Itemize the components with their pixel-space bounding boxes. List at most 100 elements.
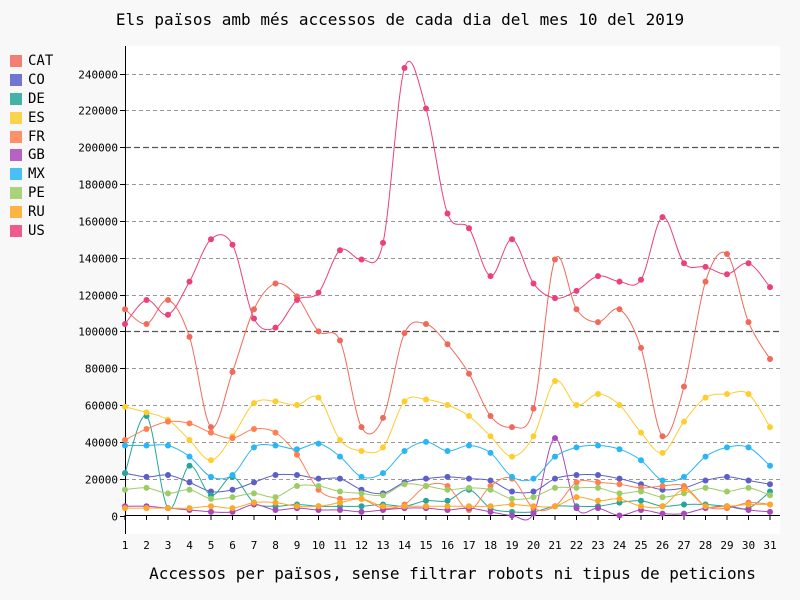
x-tick-label: 13 <box>376 539 389 552</box>
data-point-gb <box>573 505 580 512</box>
data-point-mx <box>229 471 236 478</box>
data-point-co <box>724 473 730 480</box>
data-point-cat <box>466 370 472 377</box>
x-axis-label: Accessos per països, sense filtrar robot… <box>149 564 756 583</box>
data-point-pe <box>229 494 236 501</box>
data-point-pe <box>208 495 214 502</box>
data-point-ru <box>509 501 515 508</box>
data-point-mx <box>251 444 257 451</box>
y-tick-label: 140000 <box>78 253 118 266</box>
data-point-ru <box>315 503 322 510</box>
data-point-fr <box>208 429 214 436</box>
data-point-pe <box>767 492 773 499</box>
data-point-us <box>767 284 773 291</box>
data-point-de <box>122 470 128 477</box>
x-tick-label: 1 <box>122 539 129 552</box>
x-tick-label: 18 <box>484 539 497 552</box>
legend-item-de[interactable]: DE <box>10 90 53 109</box>
data-point-cat <box>208 424 214 431</box>
data-point-es <box>122 403 128 410</box>
legend-item-fr[interactable]: FR <box>10 127 53 146</box>
data-point-pe <box>401 481 408 488</box>
legend-item-co[interactable]: CO <box>10 71 53 90</box>
x-tick-label: 9 <box>294 539 301 552</box>
data-point-es <box>358 448 365 455</box>
legend-swatch <box>10 149 22 162</box>
data-point-ru <box>165 505 171 512</box>
data-point-fr <box>165 418 171 425</box>
data-point-gb <box>552 435 558 442</box>
data-point-us <box>573 287 580 294</box>
data-point-cat <box>487 413 494 420</box>
data-point-es <box>509 453 515 460</box>
data-point-mx <box>358 473 365 480</box>
data-point-pe <box>380 492 386 499</box>
data-point-pe <box>423 483 429 490</box>
x-tick-label: 24 <box>613 539 627 552</box>
data-point-co <box>251 479 257 486</box>
y-tick-label: 100000 <box>78 326 118 339</box>
data-point-ru <box>595 497 601 504</box>
data-point-co <box>229 486 236 493</box>
data-point-mx <box>724 444 730 451</box>
legend-item-ru[interactable]: RU <box>10 202 53 221</box>
data-point-fr <box>143 425 150 432</box>
x-tick-label: 3 <box>165 539 172 552</box>
data-point-us <box>401 64 408 71</box>
data-point-co <box>487 477 494 484</box>
data-point-cat <box>143 320 150 327</box>
data-point-us <box>552 295 558 302</box>
data-point-pe <box>530 494 537 501</box>
legend-item-us[interactable]: US <box>10 221 53 240</box>
legend-label: GB <box>28 147 45 164</box>
data-point-us <box>229 241 236 248</box>
data-point-cat <box>659 433 666 440</box>
legend-item-mx[interactable]: MX <box>10 165 53 184</box>
x-tick-label: 31 <box>763 539 776 552</box>
data-point-cat <box>165 297 171 304</box>
legend-swatch <box>10 55 22 68</box>
data-point-ru <box>487 503 494 510</box>
data-point-cat <box>122 306 128 313</box>
legend-item-pe[interactable]: PE <box>10 184 53 203</box>
data-point-mx <box>380 470 386 477</box>
x-tick-label: 4 <box>186 539 193 552</box>
data-point-mx <box>272 442 279 449</box>
data-point-pe <box>724 488 730 495</box>
data-point-us <box>724 271 730 278</box>
data-point-es <box>423 396 429 403</box>
data-point-es <box>595 390 601 397</box>
data-point-es <box>466 413 472 420</box>
data-point-mx <box>638 457 644 464</box>
data-point-us <box>595 273 601 280</box>
data-point-mx <box>595 442 601 449</box>
data-point-mx <box>208 473 214 480</box>
legend-swatch <box>10 186 22 199</box>
data-point-pe <box>552 484 558 491</box>
data-point-co <box>573 471 580 478</box>
data-point-mx <box>401 448 408 455</box>
data-point-cat <box>530 405 537 412</box>
data-point-ru <box>229 505 236 512</box>
data-point-pe <box>143 484 150 491</box>
data-point-mx <box>466 442 472 449</box>
legend-item-gb[interactable]: GB <box>10 146 53 165</box>
data-point-us <box>702 263 709 270</box>
x-tick-label: 22 <box>570 539 583 552</box>
data-point-pe <box>466 484 472 491</box>
data-point-pe <box>595 484 601 491</box>
data-point-mx <box>487 449 494 456</box>
x-tick-label: 29 <box>720 539 733 552</box>
data-point-ru <box>208 503 214 510</box>
data-point-mx <box>745 444 752 451</box>
data-point-de <box>423 497 429 504</box>
x-tick-label: 17 <box>462 539 475 552</box>
y-tick-label: 20000 <box>85 474 118 487</box>
data-point-co <box>444 473 451 480</box>
y-tick-label: 160000 <box>78 216 118 229</box>
legend-item-es[interactable]: ES <box>10 108 53 127</box>
legend-label: ES <box>28 109 45 126</box>
legend-item-cat[interactable]: CAT <box>10 52 53 71</box>
data-point-cat <box>638 344 644 351</box>
data-point-pe <box>337 488 343 495</box>
